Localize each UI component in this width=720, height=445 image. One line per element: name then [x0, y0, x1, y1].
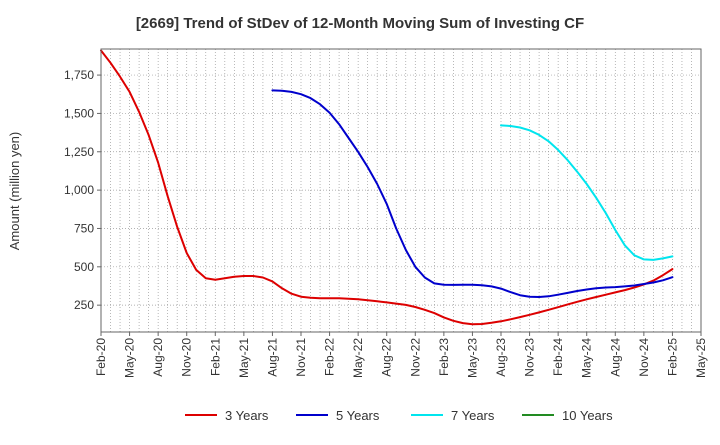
legend-label-3-years: 3 Years: [225, 408, 269, 423]
x-tick-label: Aug-22: [380, 338, 394, 377]
y-tick-label: 1,000: [64, 183, 94, 197]
x-tick-label: Feb-25: [665, 338, 679, 376]
series-line-5-years: [271, 89, 674, 298]
x-ticks-layer: Feb-20 May-20 Aug-20 Nov-20 Feb-21 May-21 Aug-…: [94, 332, 708, 378]
x-tick-label: Nov-22: [408, 338, 422, 377]
x-tick-label: May-21: [237, 338, 251, 378]
series-line-7-years: [500, 124, 674, 261]
x-tick-label: Nov-20: [180, 338, 194, 377]
x-tick-label: Aug-24: [608, 338, 622, 377]
x-tick-label: Nov-21: [294, 338, 308, 377]
x-tick-label: May-25: [694, 338, 708, 378]
y-tick-label: 1,500: [64, 106, 94, 120]
y-tick-label: 750: [74, 221, 94, 235]
x-tick-label: Nov-24: [637, 338, 651, 377]
x-tick-label: Feb-20: [94, 338, 108, 376]
series-line-3-years: [100, 49, 674, 326]
y-tick-label: 1,250: [64, 145, 94, 159]
x-tick-label: Feb-24: [551, 338, 565, 376]
y-tick-label: 500: [74, 260, 94, 274]
y-ticks-layer: 250 500 750 1,000 1,250 1,500 1,750: [64, 68, 101, 312]
legend-label-5-years: 5 Years: [336, 408, 380, 423]
legend-label-7-years: 7 Years: [451, 408, 495, 423]
x-tick-label: Feb-22: [323, 338, 337, 376]
x-tick-label: Aug-23: [494, 338, 508, 377]
legend-label-10-years: 10 Years: [562, 408, 613, 423]
x-tick-label: May-23: [465, 338, 479, 378]
x-tick-label: Nov-23: [523, 338, 537, 377]
x-tick-label: Feb-21: [208, 338, 222, 376]
x-tick-label: Feb-23: [437, 338, 451, 376]
grid-layer: [100, 49, 702, 332]
y-tick-label: 250: [74, 298, 94, 312]
series-layer: [100, 49, 674, 326]
x-tick-label: Aug-20: [151, 338, 165, 377]
x-tick-label: May-24: [580, 338, 594, 378]
y-tick-label: 1,750: [64, 68, 94, 82]
x-tick-label: May-20: [123, 338, 137, 378]
y-axis-title: Amount (million yen): [7, 132, 22, 251]
plot-frame: [100, 48, 702, 333]
chart-title: [2669] Trend of StDev of 12-Month Moving…: [136, 15, 584, 32]
legend: 3 Years 5 Years 7 Years 10 Years: [185, 408, 613, 423]
x-tick-label: Aug-21: [265, 338, 279, 377]
x-tick-label: May-22: [351, 338, 365, 378]
